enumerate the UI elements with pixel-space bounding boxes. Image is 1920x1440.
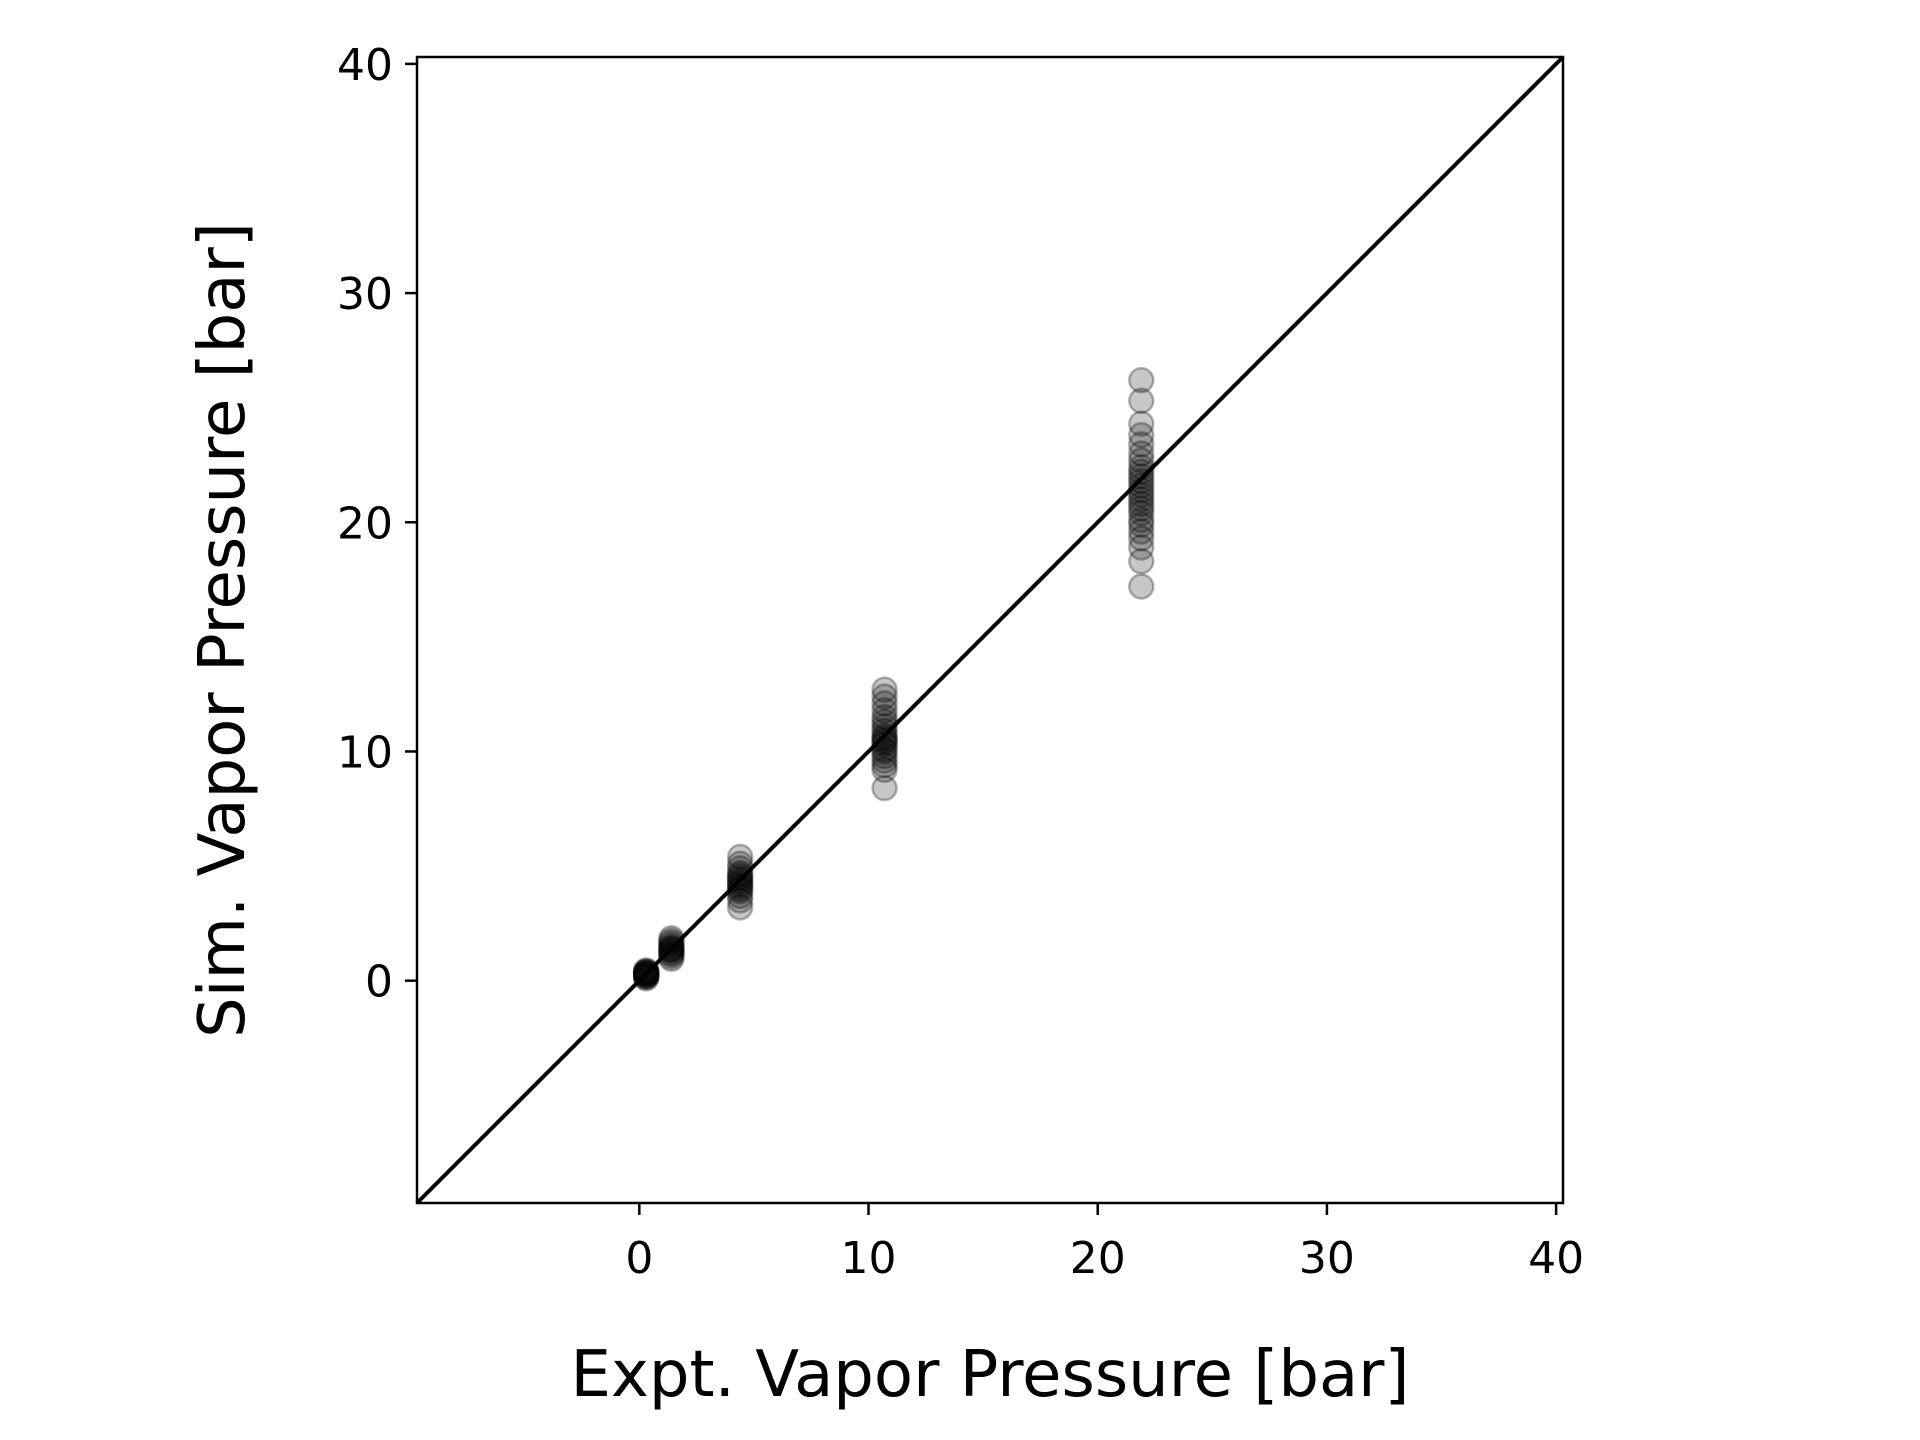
y-tick-label: 20: [337, 498, 393, 549]
data-point: [726, 894, 754, 921]
data-point: [871, 774, 898, 802]
data-point: [1128, 447, 1155, 474]
data-point: [1128, 525, 1155, 552]
data-point: [1128, 431, 1155, 458]
y-tick-label: 30: [337, 269, 393, 320]
data-point: [658, 943, 685, 970]
identity-line: [415, 55, 1565, 1205]
data-points: [632, 366, 1155, 992]
data-point: [726, 871, 754, 898]
data-point: [726, 873, 754, 900]
data-point: [871, 676, 898, 703]
data-point: [632, 957, 660, 984]
data-point: [1128, 495, 1155, 522]
data-point: [1128, 547, 1155, 575]
data-point: [658, 931, 685, 959]
data-point: [1128, 366, 1155, 394]
data-point: [871, 747, 898, 774]
y-axis: 0 10 20 30 40: [337, 40, 417, 1008]
data-point: [658, 939, 685, 967]
x-axis-title: Expt. Vapor Pressure [bar]: [571, 1338, 1410, 1412]
data-point: [658, 929, 685, 957]
x-tick-label: 0: [625, 1233, 653, 1284]
data-point: [871, 742, 898, 770]
data-point: [1128, 499, 1155, 527]
data-point: [1128, 387, 1155, 415]
data-point: [1128, 481, 1155, 509]
data-point: [632, 965, 660, 992]
data-point: [726, 843, 754, 871]
data-point: [632, 963, 660, 991]
data-point: [658, 941, 685, 968]
data-point: [1128, 486, 1155, 513]
data-point: [871, 696, 898, 724]
data-point: [1128, 458, 1155, 486]
data-point: [871, 717, 898, 745]
data-point: [871, 713, 898, 740]
data-point: [1128, 511, 1155, 538]
data-point: [871, 726, 898, 754]
data-point: [658, 927, 685, 954]
x-tick-label: 40: [1528, 1233, 1584, 1284]
y-tick-label: 40: [337, 40, 393, 91]
x-tick-label: 10: [841, 1233, 897, 1284]
data-point: [726, 859, 754, 887]
y-axis-title: Sim. Vapor Pressure [bar]: [186, 222, 260, 1038]
data-point: [1128, 421, 1155, 449]
data-point: [1128, 410, 1155, 437]
data-point: [726, 882, 754, 910]
y-tick-label: 10: [337, 727, 393, 778]
data-point: [1128, 534, 1155, 561]
data-point: [871, 683, 898, 710]
data-point: [1128, 506, 1155, 534]
data-point: [726, 875, 754, 903]
data-point: [726, 861, 754, 889]
data-point: [871, 731, 898, 758]
data-point: [726, 887, 754, 914]
x-axis: 0 10 20 30 40: [625, 1203, 1584, 1284]
data-point: [1128, 440, 1155, 467]
data-point: [871, 756, 898, 784]
data-point: [1128, 472, 1155, 499]
data-point: [1128, 518, 1155, 545]
data-point: [871, 729, 898, 756]
x-tick-label: 20: [1070, 1233, 1126, 1284]
x-tick-label: 30: [1299, 1233, 1355, 1284]
data-point: [726, 850, 754, 878]
data-point: [1128, 573, 1155, 600]
data-point: [871, 703, 898, 731]
y-tick-label: 0: [365, 957, 393, 1008]
plot-frame: [415, 55, 1565, 1205]
data-point: [1128, 490, 1155, 518]
data-point: [871, 751, 898, 779]
data-point: [871, 690, 898, 717]
data-point: [871, 738, 898, 765]
